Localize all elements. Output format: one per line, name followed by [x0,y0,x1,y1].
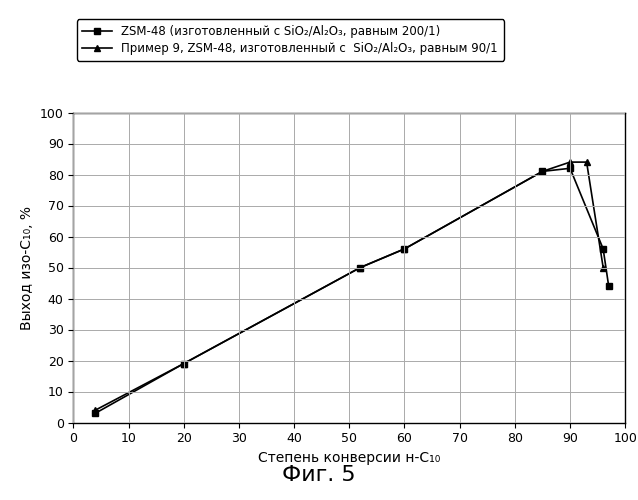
ZSM-48 (изготовленный с SiO₂/Al₂O₃, равным 200/1) [180,360,188,366]
Legend: ZSM-48 (изготовленный с SiO₂/Al₂O₃, равным 200/1), Пример 9, ZSM-48, изготовленн: ZSM-48 (изготовленный с SiO₂/Al₂O₃, равн… [77,19,504,60]
ZSM-48 (изготовленный с SiO₂/Al₂O₃, равным 200/1) [599,246,607,252]
ZSM-48 (изготовленный с SiO₂/Al₂O₃, равным 200/1) [605,283,612,289]
Text: Фиг. 5: Фиг. 5 [282,465,356,485]
X-axis label: Степень конверсии н-С₁₀: Степень конверсии н-С₁₀ [258,451,440,465]
Line: Пример 9, ZSM-48, изготовленный с  SiO₂/Al₂O₃, равным 90/1: Пример 9, ZSM-48, изготовленный с SiO₂/A… [92,158,607,414]
Y-axis label: Выход изо-С₁₀, %: Выход изо-С₁₀, % [20,206,34,330]
ZSM-48 (изготовленный с SiO₂/Al₂O₃, равным 200/1) [401,246,408,252]
Пример 9, ZSM-48, изготовленный с  SiO₂/Al₂O₃, равным 90/1 [567,159,574,165]
Пример 9, ZSM-48, изготовленный с  SiO₂/Al₂O₃, равным 90/1 [401,246,408,252]
Line: ZSM-48 (изготовленный с SiO₂/Al₂O₃, равным 200/1): ZSM-48 (изготовленный с SiO₂/Al₂O₃, равн… [93,166,611,416]
Пример 9, ZSM-48, изготовленный с  SiO₂/Al₂O₃, равным 90/1 [582,159,590,165]
Пример 9, ZSM-48, изготовленный с  SiO₂/Al₂O₃, равным 90/1 [357,264,364,270]
ZSM-48 (изготовленный с SiO₂/Al₂O₃, равным 200/1) [538,168,546,174]
ZSM-48 (изготовленный с SiO₂/Al₂O₃, равным 200/1) [92,410,100,416]
ZSM-48 (изготовленный с SiO₂/Al₂O₃, равным 200/1) [357,264,364,270]
ZSM-48 (изготовленный с SiO₂/Al₂O₃, равным 200/1) [567,166,574,172]
Пример 9, ZSM-48, изготовленный с  SiO₂/Al₂O₃, равным 90/1 [180,360,188,366]
Пример 9, ZSM-48, изготовленный с  SiO₂/Al₂O₃, равным 90/1 [538,168,546,174]
Пример 9, ZSM-48, изготовленный с  SiO₂/Al₂O₃, равным 90/1 [92,407,100,413]
Пример 9, ZSM-48, изготовленный с  SiO₂/Al₂O₃, равным 90/1 [599,264,607,270]
